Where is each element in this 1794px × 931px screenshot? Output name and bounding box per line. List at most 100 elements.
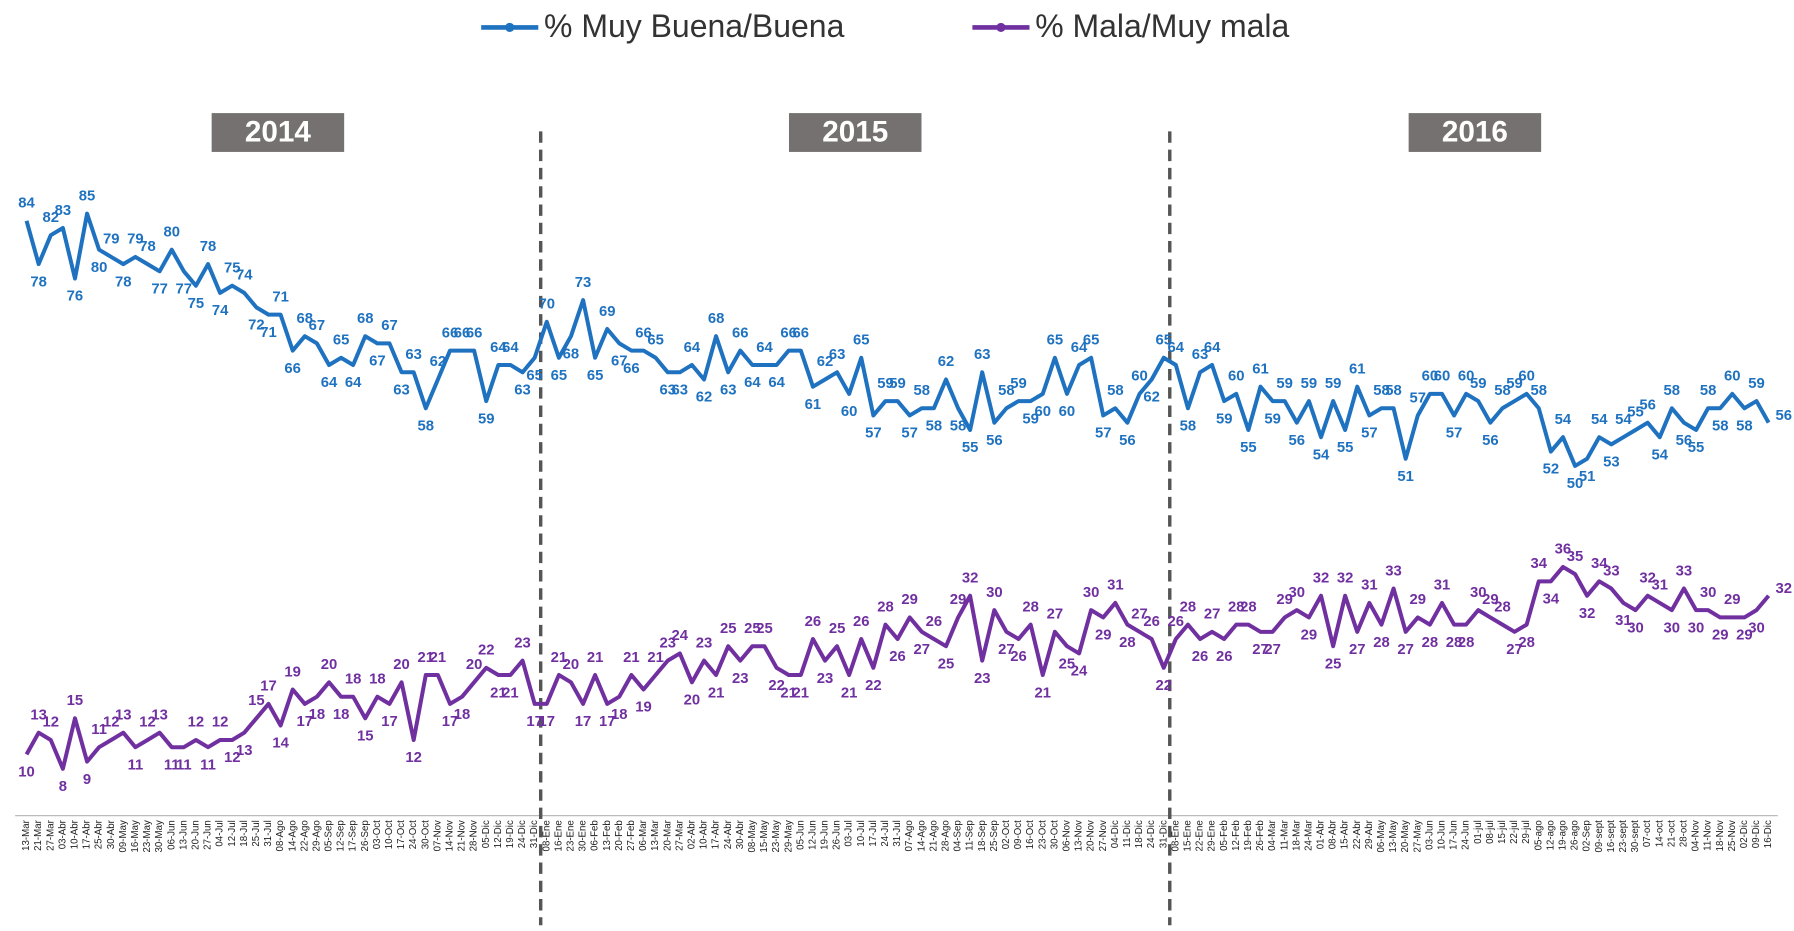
- data-label: 24: [672, 628, 689, 644]
- data-label: 17: [538, 714, 555, 730]
- data-label: 10: [18, 765, 35, 781]
- x-tick-label: 11-Nov: [1703, 820, 1714, 851]
- data-label: 11: [176, 757, 192, 773]
- x-tick-label: 09-May: [118, 820, 129, 852]
- data-label: 27: [1252, 642, 1269, 658]
- legend-label: % Mala/Muy mala: [1035, 8, 1289, 44]
- data-label: 31: [1361, 578, 1378, 594]
- data-label: 58: [1494, 383, 1511, 399]
- data-label: 65: [853, 333, 870, 349]
- x-tick-label: 19-ago: [1558, 820, 1569, 850]
- x-tick-label: 13-May: [1388, 820, 1399, 852]
- data-label: 57: [1410, 390, 1427, 406]
- data-label: 17: [297, 714, 314, 730]
- data-label: 25: [720, 621, 737, 637]
- data-label: 71: [260, 325, 277, 341]
- x-tick-label: 11-Sep: [965, 820, 976, 851]
- data-label: 29: [1276, 592, 1293, 608]
- data-label: 29: [1482, 592, 1499, 608]
- data-label: 32: [1639, 571, 1656, 587]
- x-tick-label: 14-Ago: [916, 820, 927, 851]
- data-label: 54: [1591, 412, 1608, 428]
- data-label: 78: [139, 239, 156, 255]
- x-tick-label: 27-May: [1412, 820, 1423, 852]
- x-tick-label: 19-Feb: [1243, 820, 1254, 851]
- data-label: 33: [1385, 563, 1402, 579]
- data-label: 18: [611, 707, 628, 723]
- x-tick-label: 29-jul: [1521, 820, 1532, 844]
- data-label: 62: [696, 390, 713, 406]
- data-label: 28: [1373, 635, 1390, 651]
- x-tick-label: 27-Nov: [1098, 820, 1109, 851]
- data-label: 54: [1615, 412, 1632, 428]
- data-label: 18: [333, 707, 350, 723]
- data-label: 60: [1434, 369, 1451, 385]
- data-label: 34: [1543, 592, 1560, 608]
- data-label: 30: [1083, 585, 1100, 601]
- data-label: 65: [587, 368, 604, 384]
- x-tick-label: 08-Ene: [541, 820, 552, 851]
- x-tick-label: 23-May: [142, 820, 153, 852]
- data-label: 26: [805, 614, 822, 630]
- data-label: 67: [611, 354, 628, 370]
- data-label: 65: [333, 333, 350, 349]
- data-label: 9: [83, 772, 91, 788]
- data-label: 13: [151, 708, 168, 724]
- x-tick-label: 23-Ene: [565, 820, 576, 851]
- x-tick-label: 09-sept: [1594, 820, 1605, 853]
- data-label: 32: [1313, 571, 1330, 587]
- data-label: 21: [793, 685, 810, 701]
- data-label: 66: [780, 325, 797, 341]
- data-label: 28: [1518, 635, 1535, 651]
- x-tick-label: 24-Jun: [1461, 820, 1472, 850]
- data-label: 65: [526, 368, 543, 384]
- data-label: 26: [1216, 649, 1233, 665]
- data-label: 66: [732, 325, 749, 341]
- data-label: 21: [647, 650, 664, 666]
- x-tick-label: 16-sept: [1606, 820, 1617, 853]
- data-label: 27: [1131, 607, 1148, 623]
- year-label: 2016: [1408, 113, 1542, 152]
- data-label: 11: [91, 722, 107, 738]
- data-label: 66: [284, 361, 301, 377]
- x-tick-label: 21-oct: [1666, 820, 1677, 847]
- x-tick-label: 12-Jul: [227, 820, 238, 846]
- data-label: 66: [442, 325, 459, 341]
- data-label: 59: [478, 411, 495, 427]
- x-tick-label: 16-Dic: [1763, 820, 1774, 848]
- data-label: 57: [1361, 426, 1378, 442]
- x-tick-label: 04-Nov: [1691, 820, 1702, 851]
- data-label: 25: [1325, 656, 1342, 672]
- x-tick-label: 13-Mar: [21, 819, 32, 850]
- data-label: 27: [998, 642, 1015, 658]
- x-tick-label: 16-May: [130, 820, 141, 852]
- data-label: 64: [756, 340, 773, 356]
- data-label: 15: [67, 693, 84, 709]
- data-label: 27: [1204, 607, 1221, 623]
- data-label: 63: [405, 347, 422, 363]
- data-label: 58: [1373, 383, 1390, 399]
- year-text: 2015: [822, 115, 888, 148]
- data-label: 23: [974, 671, 991, 687]
- data-label: 51: [1397, 469, 1414, 485]
- data-label: 29: [1410, 592, 1427, 608]
- data-label: 30: [1688, 620, 1705, 636]
- data-label: 31: [1615, 613, 1632, 629]
- data-label: 23: [732, 671, 749, 687]
- data-label: 17: [575, 714, 592, 730]
- x-tick-label: 04-Dic: [1110, 820, 1121, 848]
- data-label: 66: [793, 325, 810, 341]
- data-label: 12: [103, 715, 120, 731]
- data-label: 32: [962, 571, 979, 587]
- data-label: 17: [381, 714, 398, 730]
- x-tick-label: 28-oct: [1678, 820, 1689, 847]
- data-label: 64: [1168, 340, 1185, 356]
- data-label: 68: [297, 311, 314, 327]
- x-tick-label: 08-May: [747, 820, 758, 852]
- data-label: 76: [67, 289, 84, 305]
- data-label: 26: [1010, 649, 1027, 665]
- x-tick-label: 10-Abr: [69, 819, 80, 849]
- data-label: 27: [1397, 642, 1414, 658]
- x-tick-label: 17-Abr: [82, 819, 93, 849]
- x-tick-label: 30-Abr: [735, 819, 746, 849]
